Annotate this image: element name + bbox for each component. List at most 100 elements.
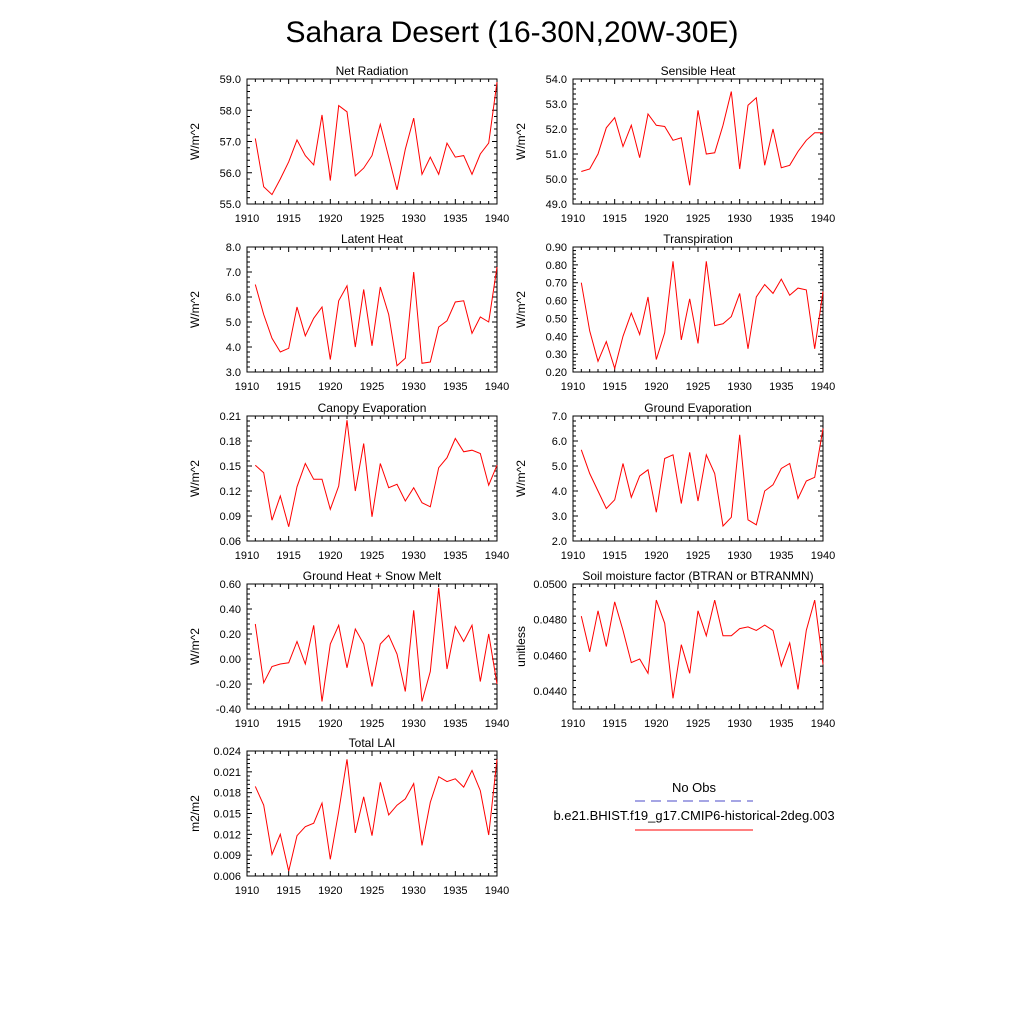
panel-title: Ground Evaporation bbox=[644, 401, 751, 415]
panel-title: Canopy Evaporation bbox=[318, 401, 427, 415]
y-tick-label: 0.60 bbox=[546, 296, 567, 308]
y-tick-label: 0.30 bbox=[546, 349, 567, 361]
y-tick-label: 0.18 bbox=[220, 436, 241, 448]
y-tick-label: 0.50 bbox=[546, 313, 567, 325]
plot-frame bbox=[246, 750, 498, 877]
x-tick-label: 1935 bbox=[769, 213, 793, 225]
y-axis-label: W/m^2 bbox=[514, 291, 528, 328]
panel-transpiration: Transpiration W/m^2 1910 1915 1920 1925 1930 19… bbox=[514, 232, 835, 393]
series-line bbox=[254, 82, 498, 196]
y-axis-label: m2/m2 bbox=[188, 795, 202, 832]
x-tick-label: 1925 bbox=[686, 213, 710, 225]
x-tick-label: 1940 bbox=[811, 550, 835, 562]
x-tick-label: 1930 bbox=[401, 381, 425, 393]
series-line bbox=[580, 428, 824, 528]
plot-frame bbox=[572, 415, 824, 542]
series-line bbox=[254, 266, 498, 367]
x-tick-label: 1930 bbox=[727, 550, 751, 562]
y-tick-label: 0.21 bbox=[220, 411, 241, 423]
figure-title: Sahara Desert (16-30N,20W-30E) bbox=[286, 16, 739, 49]
x-tick-label: 1935 bbox=[443, 718, 467, 730]
x-tick-label: 1920 bbox=[318, 718, 342, 730]
y-tick-label: 0.0500 bbox=[533, 579, 567, 591]
x-tick-label: 1940 bbox=[485, 718, 509, 730]
y-tick-label: 6.0 bbox=[552, 436, 567, 448]
y-tick-label: 0.40 bbox=[220, 604, 241, 616]
series-line bbox=[580, 261, 824, 371]
y-tick-label: 0.012 bbox=[213, 829, 241, 841]
y-axis-label: W/m^2 bbox=[188, 291, 202, 328]
panel-title: Sensible Heat bbox=[661, 64, 736, 78]
x-tick-label: 1910 bbox=[235, 381, 259, 393]
x-tick-label: 1930 bbox=[727, 718, 751, 730]
x-tick-label: 1915 bbox=[602, 213, 626, 225]
y-axis-label: W/m^2 bbox=[514, 460, 528, 497]
x-tick-label: 1915 bbox=[602, 381, 626, 393]
y-tick-label: 0.009 bbox=[213, 850, 241, 862]
y-tick-label: 3.0 bbox=[552, 511, 567, 523]
series-line bbox=[254, 759, 498, 872]
y-tick-label: 54.0 bbox=[546, 74, 567, 86]
x-tick-label: 1925 bbox=[360, 213, 384, 225]
y-tick-label: 0.024 bbox=[213, 746, 241, 758]
plot-frame bbox=[572, 78, 824, 205]
legend: No Obs b.e21.BHIST.f19_g17.CMIP6-histori… bbox=[553, 780, 835, 831]
y-tick-label: 0.0460 bbox=[533, 650, 567, 662]
x-tick-label: 1940 bbox=[811, 718, 835, 730]
y-tick-label: 0.0440 bbox=[533, 686, 567, 698]
x-tick-label: 1910 bbox=[235, 213, 259, 225]
y-tick-label: 0.021 bbox=[213, 767, 241, 779]
y-tick-label: 0.15 bbox=[220, 461, 241, 473]
x-tick-label: 1940 bbox=[811, 213, 835, 225]
y-tick-label: 50.0 bbox=[546, 174, 567, 186]
x-tick-label: 1930 bbox=[401, 885, 425, 897]
y-tick-label: 49.0 bbox=[546, 199, 567, 211]
y-tick-label: 0.70 bbox=[546, 278, 567, 290]
x-tick-label: 1930 bbox=[401, 550, 425, 562]
x-tick-label: 1940 bbox=[485, 381, 509, 393]
x-tick-label: 1915 bbox=[276, 381, 300, 393]
panel-title: Transpiration bbox=[663, 232, 733, 246]
y-axis-label: W/m^2 bbox=[514, 123, 528, 160]
y-tick-label: 2.0 bbox=[552, 536, 567, 548]
y-tick-label: 5.0 bbox=[552, 461, 567, 473]
x-tick-label: 1910 bbox=[235, 885, 259, 897]
y-tick-label: 51.0 bbox=[546, 149, 567, 161]
x-tick-label: 1925 bbox=[360, 550, 384, 562]
y-tick-label: 0.018 bbox=[213, 788, 241, 800]
y-tick-label: 58.0 bbox=[220, 105, 241, 117]
y-tick-label: -0.40 bbox=[216, 704, 241, 716]
y-tick-label: 0.015 bbox=[213, 809, 241, 821]
x-tick-label: 1915 bbox=[276, 885, 300, 897]
x-tick-label: 1925 bbox=[360, 718, 384, 730]
x-tick-label: 1910 bbox=[561, 550, 585, 562]
x-tick-label: 1940 bbox=[485, 213, 509, 225]
y-tick-label: 57.0 bbox=[220, 137, 241, 149]
panel-title: Soil moisture factor (BTRAN or BTRANMN) bbox=[582, 569, 813, 583]
y-axis-label: unitless bbox=[514, 626, 528, 667]
x-tick-label: 1925 bbox=[686, 550, 710, 562]
x-tick-label: 1935 bbox=[443, 213, 467, 225]
y-tick-label: 55.0 bbox=[220, 199, 241, 211]
x-tick-label: 1915 bbox=[276, 718, 300, 730]
x-tick-label: 1925 bbox=[360, 381, 384, 393]
y-tick-label: 0.60 bbox=[220, 579, 241, 591]
x-tick-label: 1920 bbox=[644, 213, 668, 225]
x-tick-label: 1910 bbox=[561, 213, 585, 225]
y-tick-label: 53.0 bbox=[546, 99, 567, 111]
panel-total-lai: Total LAI m2/m2 1910 1915 1920 1925 1930 1935 19… bbox=[188, 736, 509, 897]
x-tick-label: 1915 bbox=[602, 718, 626, 730]
x-tick-label: 1915 bbox=[602, 550, 626, 562]
y-tick-label: 7.0 bbox=[226, 267, 241, 279]
panel-title: Total LAI bbox=[349, 736, 396, 750]
panel-net-radiation: Net Radiation W/m^2 1910 1915 1920 1925 1930 19… bbox=[188, 64, 509, 225]
x-tick-label: 1940 bbox=[485, 885, 509, 897]
panel-soil-moisture-factor-btran-or-btranmn: Soil moisture factor (BTRAN or BTRANMN) u… bbox=[514, 569, 835, 730]
y-tick-label: 6.0 bbox=[226, 292, 241, 304]
x-tick-label: 1930 bbox=[401, 213, 425, 225]
x-tick-label: 1935 bbox=[769, 718, 793, 730]
x-tick-label: 1935 bbox=[769, 550, 793, 562]
x-tick-label: 1930 bbox=[727, 213, 751, 225]
x-tick-label: 1920 bbox=[644, 381, 668, 393]
x-tick-label: 1920 bbox=[318, 381, 342, 393]
